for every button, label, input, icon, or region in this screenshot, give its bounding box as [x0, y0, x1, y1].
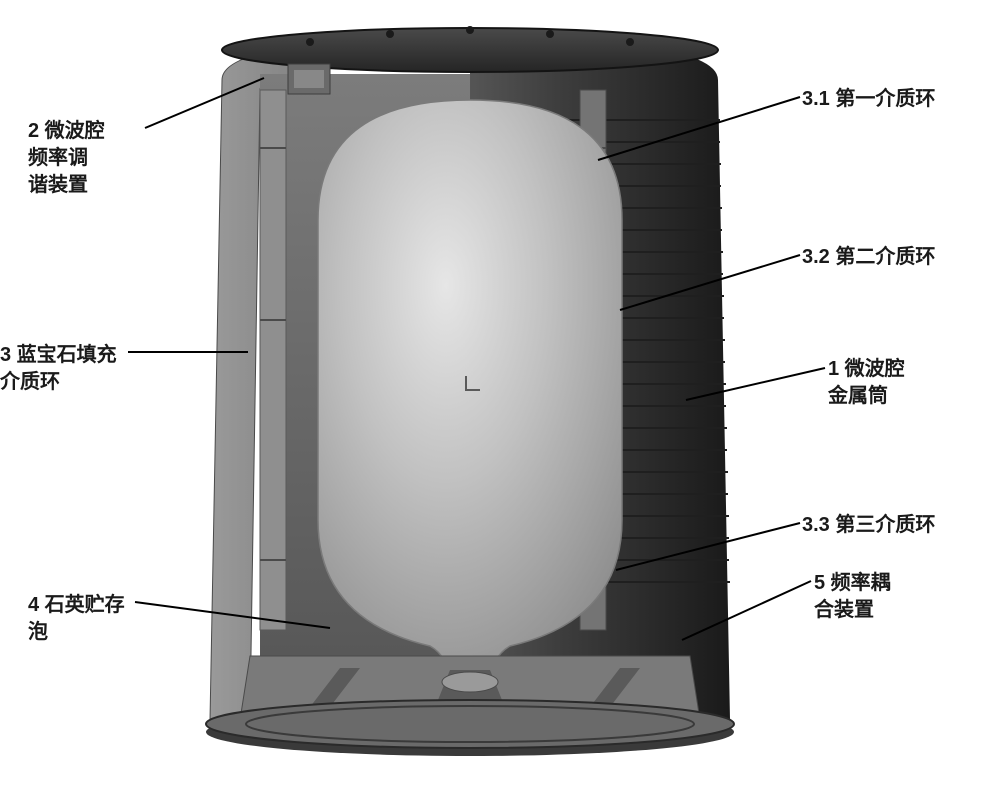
- label-2-tuner: 2 微波腔 频率调 谐装置: [28, 118, 105, 199]
- label-3-sapphire-ring: 3 蓝宝石填充 介质环: [0, 342, 117, 396]
- label-1-metal-can: 1 微波腔 金属筒: [828, 356, 905, 410]
- label-line: 泡: [28, 621, 48, 643]
- label-3-3-ring3: 3.3 第三介质环: [802, 512, 935, 539]
- label-4-quartz-bulb: 4 石英贮存 泡: [28, 592, 125, 646]
- label-3-2-ring2: 3.2 第二介质环: [802, 244, 935, 271]
- label-line: 3 蓝宝石填充: [0, 344, 117, 366]
- label-line: 介质环: [0, 371, 60, 393]
- label-line: 金属筒: [828, 385, 888, 407]
- label-line: 频率调: [28, 147, 88, 169]
- label-line: 3.1 第一介质环: [802, 88, 935, 110]
- label-line: 合装置: [814, 599, 874, 621]
- label-line: 3.3 第三介质环: [802, 514, 935, 536]
- label-line: 1 微波腔: [828, 358, 905, 380]
- label-3-1-ring1: 3.1 第一介质环: [802, 86, 935, 113]
- label-5-coupler: 5 频率耦 合装置: [814, 570, 891, 624]
- figure-stage: 2 微波腔 频率调 谐装置 3 蓝宝石填充 介质环 4 石英贮存 泡 3.1 第…: [0, 0, 1000, 797]
- label-line: 2 微波腔: [28, 120, 105, 142]
- label-line: 4 石英贮存: [28, 594, 125, 616]
- label-line: 谐装置: [28, 174, 88, 196]
- label-line: 3.2 第二介质环: [802, 246, 935, 268]
- label-line: 5 频率耦: [814, 572, 891, 594]
